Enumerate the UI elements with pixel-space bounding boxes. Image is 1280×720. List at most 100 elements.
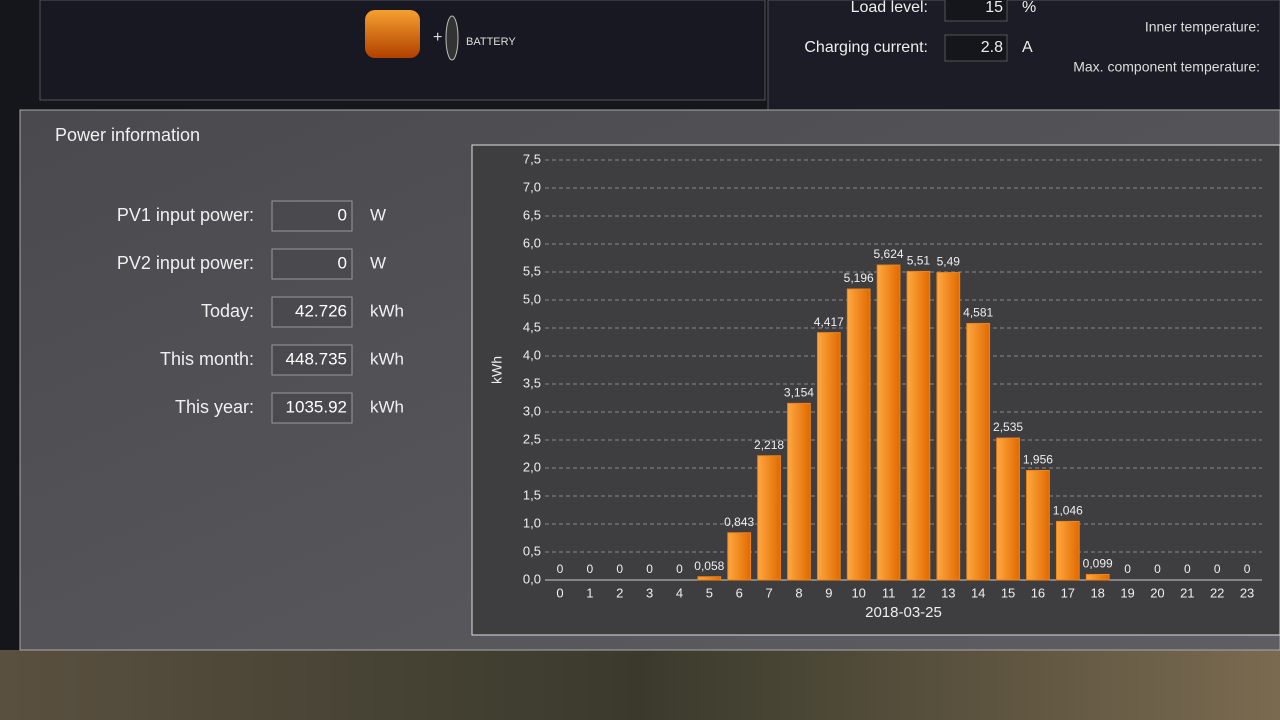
- data-label: 4,581: [963, 306, 993, 320]
- x-tick-label: 19: [1120, 585, 1134, 600]
- data-label: 3,154: [784, 386, 814, 400]
- y-tick-label: 0,0: [523, 571, 541, 586]
- battery-label: BATTERY: [466, 36, 516, 48]
- x-tick-label: 6: [736, 585, 743, 600]
- field-label: This month:: [160, 349, 254, 369]
- y-tick-label: 3,5: [523, 375, 541, 390]
- x-tick-label: 15: [1001, 585, 1015, 600]
- y-tick-label: 2,0: [523, 459, 541, 474]
- field-unit: W: [370, 205, 386, 224]
- data-label: 5,196: [844, 271, 874, 285]
- x-tick-label: 2: [616, 585, 623, 600]
- status-label: Charging current:: [804, 39, 928, 56]
- bar: [996, 437, 1020, 581]
- field-unit: kWh: [370, 397, 404, 416]
- y-tick-label: 5,5: [523, 263, 541, 278]
- bar: [1026, 469, 1050, 581]
- bar: [906, 270, 931, 581]
- bar: [936, 272, 961, 581]
- bar: [787, 402, 811, 581]
- bar: [966, 322, 991, 581]
- data-label: 4,417: [814, 315, 844, 329]
- data-label: 0: [557, 562, 564, 576]
- x-tick-label: 7: [765, 585, 772, 600]
- field-value: 0: [338, 253, 347, 272]
- bar: [757, 455, 781, 581]
- x-tick-label: 10: [851, 585, 865, 600]
- x-tick-label: 20: [1150, 585, 1164, 600]
- x-tick-label: 0: [556, 585, 563, 600]
- x-tick-label: 1: [586, 585, 593, 600]
- bar: [1085, 573, 1110, 581]
- status-field: [944, 34, 1008, 62]
- y-tick-label: 7,0: [523, 179, 541, 194]
- temperature-label: Max. component temperature:: [1073, 59, 1260, 75]
- y-tick-label: 3,0: [523, 403, 541, 418]
- bar: [697, 576, 722, 581]
- y-tick-label: 7,5: [523, 151, 541, 166]
- x-tick-label: 4: [676, 585, 683, 600]
- temperature-label: Inner temperature:: [1145, 19, 1260, 35]
- battery-icon: [365, 10, 420, 58]
- status-field: [944, 0, 1008, 22]
- data-label: 5,51: [907, 254, 931, 268]
- field-box: [271, 344, 353, 376]
- status-unit: A: [1022, 39, 1033, 56]
- field-unit: W: [370, 253, 386, 272]
- y-axis-label: kWh: [489, 356, 505, 384]
- plus-sign: +: [433, 29, 442, 46]
- field-box: [271, 392, 353, 424]
- status-value: 2.8: [981, 39, 1003, 56]
- field-value: 42.726: [295, 301, 347, 320]
- x-tick-label: 14: [971, 585, 985, 600]
- data-label: 0: [1124, 562, 1131, 576]
- data-label: 1,956: [1023, 453, 1053, 467]
- y-tick-label: 4,5: [523, 319, 541, 334]
- field-label: This year:: [175, 397, 254, 417]
- status-unit: %: [1022, 0, 1036, 16]
- field-label: PV1 input power:: [117, 205, 254, 225]
- x-tick-label: 17: [1061, 585, 1075, 600]
- data-label: 5,49: [937, 255, 961, 269]
- bar: [727, 532, 752, 581]
- data-label: 0: [1244, 562, 1251, 576]
- battery-icon-2: [445, 15, 459, 61]
- field-box: [271, 248, 353, 280]
- y-tick-label: 4,0: [523, 347, 541, 362]
- data-label: 2,218: [754, 438, 784, 452]
- field-value: 448.735: [286, 349, 347, 368]
- bar: [876, 264, 901, 581]
- data-label: 0,099: [1083, 557, 1113, 571]
- field-unit: kWh: [370, 301, 404, 320]
- y-tick-label: 6,0: [523, 235, 541, 250]
- bar: [816, 332, 841, 581]
- x-tick-label: 9: [825, 585, 832, 600]
- y-tick-label: 6,5: [523, 207, 541, 222]
- y-tick-label: 2,5: [523, 431, 541, 446]
- field-value: 0: [338, 205, 347, 224]
- background-photo: [0, 650, 1280, 720]
- x-tick-label: 16: [1031, 585, 1045, 600]
- x-tick-label: 3: [646, 585, 653, 600]
- x-tick-label: 23: [1240, 585, 1254, 600]
- data-label: 0: [1154, 562, 1161, 576]
- x-tick-label: 13: [941, 585, 955, 600]
- field-label: PV2 input power:: [117, 253, 254, 273]
- bar: [846, 288, 871, 581]
- data-label: 0: [586, 562, 593, 576]
- field-box: [271, 200, 353, 232]
- field-value: 1035.92: [286, 397, 347, 416]
- status-label: Load level:: [851, 0, 928, 16]
- data-label: 0: [1214, 562, 1221, 576]
- field-label: Today:: [201, 301, 254, 321]
- y-tick-label: 5,0: [523, 291, 541, 306]
- y-tick-label: 0,5: [523, 543, 541, 558]
- data-label: 1,046: [1053, 504, 1083, 518]
- y-tick-label: 1,5: [523, 487, 541, 502]
- y-tick-label: 1,0: [523, 515, 541, 530]
- data-label: 0,058: [694, 559, 724, 573]
- x-tick-label: 22: [1210, 585, 1224, 600]
- data-label: 0: [616, 562, 623, 576]
